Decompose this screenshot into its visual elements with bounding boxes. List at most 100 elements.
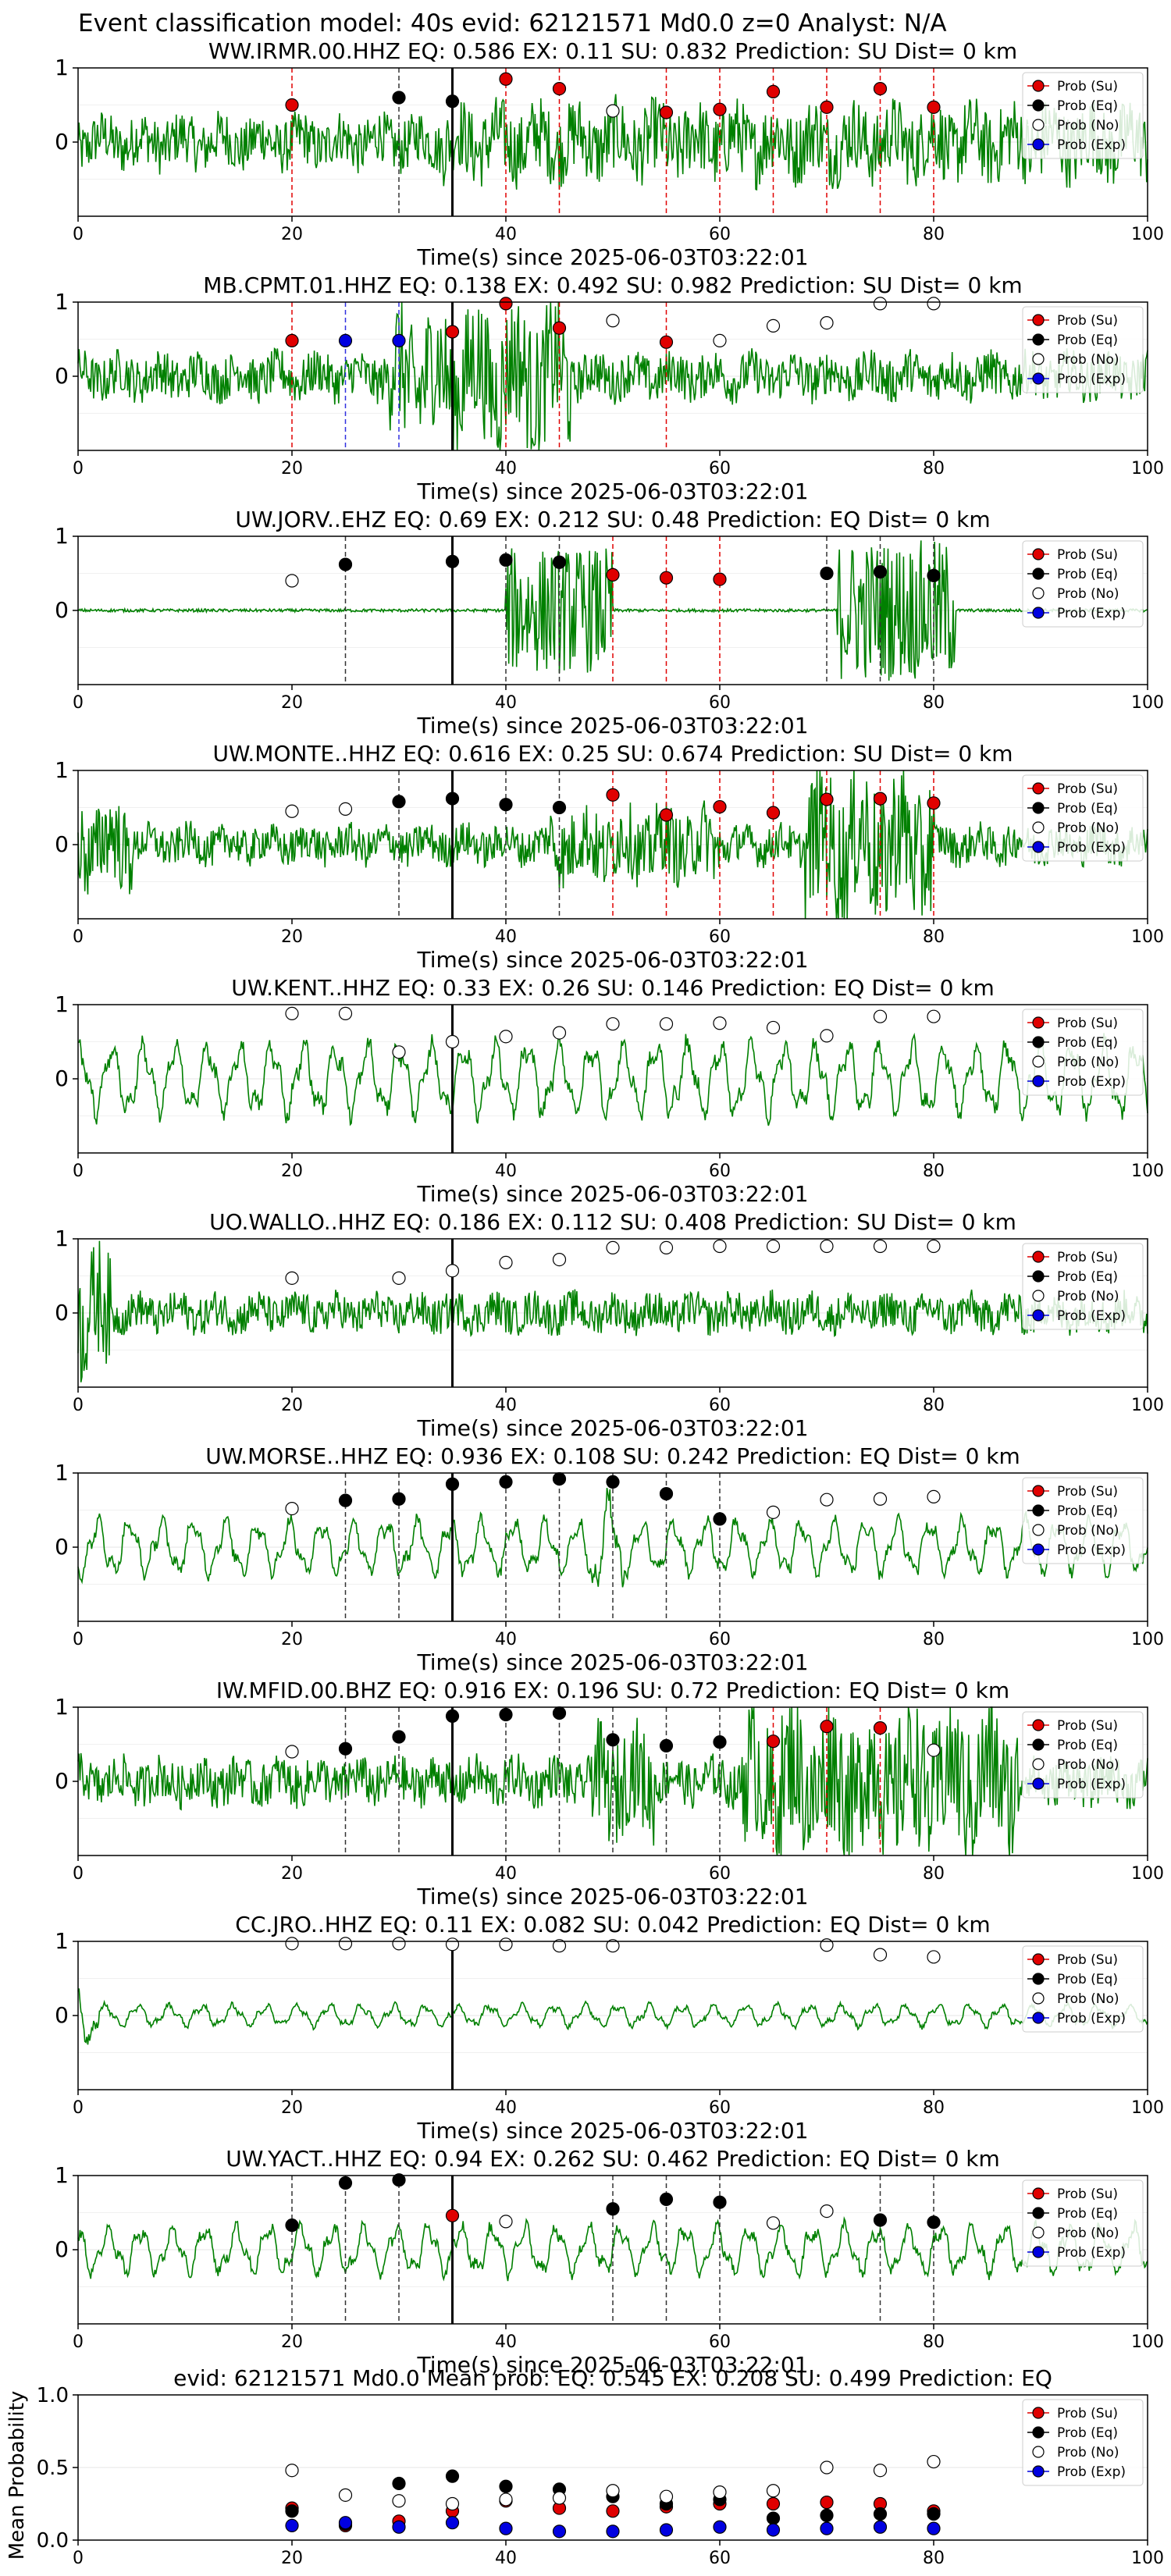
legend-box bbox=[1022, 306, 1144, 393]
x-tick-label: 20 bbox=[281, 2098, 303, 2118]
legend: Prob (Su) Prob (Eq) Prob (No) Prob (Exp) bbox=[1022, 1009, 1144, 1096]
legend: Prob (Su) Prob (Eq) Prob (No) Prob (Exp) bbox=[1022, 306, 1144, 393]
station-panel-8: IW.MFID.00.BHZ EQ: 0.916 EX: 0.196 SU: 0… bbox=[55, 1678, 1164, 1909]
probability-marker-no bbox=[338, 1006, 353, 1021]
probability-marker-eq bbox=[499, 553, 513, 568]
seismic-trace bbox=[77, 301, 1148, 451]
x-tick-label: 0 bbox=[73, 2332, 84, 2352]
mean-probability-marker-exp bbox=[285, 2518, 299, 2532]
legend-label: Prob (Eq) bbox=[1057, 98, 1118, 114]
probability-marker-no bbox=[392, 1045, 406, 1059]
mean-probability-marker-eq bbox=[873, 2507, 888, 2521]
legend-marker-exp bbox=[1032, 2012, 1045, 2024]
y-tick-label: 1 bbox=[55, 1694, 69, 1720]
x-tick-label: 100 bbox=[1131, 1630, 1164, 1649]
probability-marker-su bbox=[285, 98, 299, 112]
legend-label: Prob (No) bbox=[1057, 1991, 1119, 2007]
x-tick-label: 20 bbox=[281, 1864, 303, 1884]
probability-marker-no bbox=[820, 1239, 834, 1254]
probability-marker-eq bbox=[552, 1706, 567, 1720]
x-tick-label: 40 bbox=[495, 2549, 517, 2568]
mean-probability-marker-no bbox=[873, 2464, 888, 2478]
mean-probability-marker-no bbox=[820, 2460, 834, 2475]
panel-title: UW.MORSE..HHZ EQ: 0.936 EX: 0.108 SU: 0.… bbox=[205, 1443, 1020, 1469]
legend-marker-su bbox=[1032, 2407, 1045, 2419]
x-tick-label: 40 bbox=[495, 2332, 517, 2352]
probability-marker-su bbox=[766, 806, 781, 820]
legend: Prob (Su) Prob (Eq) Prob (No) Prob (Exp) bbox=[1022, 72, 1144, 159]
legend-marker-no bbox=[1032, 2226, 1045, 2239]
probability-marker-eq bbox=[338, 1742, 353, 1756]
legend-marker-exp bbox=[1032, 2465, 1045, 2478]
y-tick-label: 1 bbox=[55, 2162, 69, 2188]
x-axis-label: Time(s) since 2025-06-03T03:22:01 bbox=[416, 713, 808, 738]
legend-label: Prob (Exp) bbox=[1057, 1542, 1126, 1558]
panel-title: UO.WALLO..HHZ EQ: 0.186 EX: 0.112 SU: 0.… bbox=[209, 1209, 1016, 1235]
x-tick-label: 0 bbox=[73, 1864, 84, 1884]
legend: Prob (Su) Prob (Eq) Prob (No) Prob (Exp) bbox=[1022, 1945, 1144, 2033]
legend-label: Prob (Exp) bbox=[1057, 1777, 1126, 1792]
panel-title: IW.MFID.00.BHZ EQ: 0.916 EX: 0.196 SU: 0… bbox=[216, 1678, 1009, 1703]
legend-label: Prob (Eq) bbox=[1057, 1035, 1118, 1051]
mean-probability-marker-eq bbox=[285, 2504, 299, 2518]
x-tick-label: 80 bbox=[923, 1630, 945, 1649]
legend-box bbox=[1022, 72, 1144, 159]
legend-box bbox=[1022, 1945, 1144, 2033]
probability-marker-eq bbox=[499, 1475, 513, 1489]
legend-marker-eq bbox=[1032, 568, 1045, 580]
x-axis-label: Time(s) since 2025-06-03T03:22:01 bbox=[416, 2352, 808, 2378]
probability-marker-no bbox=[338, 1937, 353, 1951]
x-tick-label: 0 bbox=[73, 2549, 84, 2568]
mean-probability-marker-eq bbox=[392, 2476, 406, 2491]
x-tick-label: 100 bbox=[1131, 927, 1164, 947]
x-axis-label: Time(s) since 2025-06-03T03:22:01 bbox=[416, 244, 808, 270]
mean-probability-marker-no bbox=[285, 2464, 299, 2478]
mean-probability-marker-exp bbox=[606, 2524, 620, 2539]
station-panel-5: UW.KENT..HHZ EQ: 0.33 EX: 0.26 SU: 0.146… bbox=[55, 975, 1164, 1207]
x-tick-label: 40 bbox=[495, 1396, 517, 1415]
x-tick-label: 20 bbox=[281, 2332, 303, 2352]
y-tick-label: 0 bbox=[55, 2236, 69, 2262]
x-tick-label: 40 bbox=[495, 1162, 517, 1181]
probability-marker-no bbox=[285, 1745, 299, 1759]
mean-probability-marker-exp bbox=[927, 2521, 941, 2535]
probability-marker-eq bbox=[499, 798, 513, 812]
x-tick-label: 60 bbox=[709, 1162, 731, 1181]
probability-marker-su bbox=[873, 81, 888, 96]
x-tick-label: 60 bbox=[709, 2332, 731, 2352]
probability-marker-su bbox=[659, 808, 674, 822]
x-tick-label: 80 bbox=[923, 459, 945, 479]
probability-marker-su bbox=[659, 571, 674, 585]
y-tick-label: 0 bbox=[55, 1066, 69, 1091]
panel-title: WW.IRMR.00.HHZ EQ: 0.586 EX: 0.11 SU: 0.… bbox=[208, 38, 1017, 64]
probability-marker-eq bbox=[392, 2173, 406, 2187]
y-tick-label: 1 bbox=[55, 55, 69, 80]
probability-marker-no bbox=[766, 2216, 781, 2230]
probability-marker-no bbox=[285, 1271, 299, 1285]
legend-label: Prob (No) bbox=[1057, 1289, 1119, 1304]
legend-label: Prob (Eq) bbox=[1057, 1269, 1118, 1285]
probability-marker-eq bbox=[713, 2195, 727, 2209]
legend: Prob (Su) Prob (Eq) Prob (No) Prob (Exp) bbox=[1022, 1243, 1144, 1330]
legend: Prob (Su) Prob (Eq) Prob (No) Prob (Exp) bbox=[1022, 1477, 1144, 1564]
legend-label: Prob (No) bbox=[1057, 1055, 1119, 1070]
legend-label: Prob (Eq) bbox=[1057, 1503, 1118, 1519]
x-axis-label: Time(s) since 2025-06-03T03:22:01 bbox=[416, 1884, 808, 1909]
probability-marker-no bbox=[927, 1009, 941, 1023]
legend-marker-exp bbox=[1032, 607, 1045, 619]
x-tick-label: 0 bbox=[73, 225, 84, 244]
probability-marker-no bbox=[445, 1034, 460, 1049]
mean-probability-marker-exp bbox=[873, 2520, 888, 2534]
x-tick-label: 20 bbox=[281, 225, 303, 244]
x-tick-label: 100 bbox=[1131, 2098, 1164, 2118]
probability-marker-no bbox=[338, 802, 353, 817]
probability-marker-no bbox=[285, 1501, 299, 1516]
x-tick-label: 0 bbox=[73, 693, 84, 713]
x-tick-label: 100 bbox=[1131, 2332, 1164, 2352]
legend-marker-eq bbox=[1032, 2207, 1045, 2219]
y-tick-label: 0 bbox=[55, 597, 69, 623]
legend-marker-exp bbox=[1032, 1777, 1045, 1790]
mean-probability-marker-exp bbox=[499, 2521, 513, 2535]
legend-box bbox=[1022, 1711, 1144, 1799]
y-axis-label: Mean Probability bbox=[5, 2391, 29, 2560]
